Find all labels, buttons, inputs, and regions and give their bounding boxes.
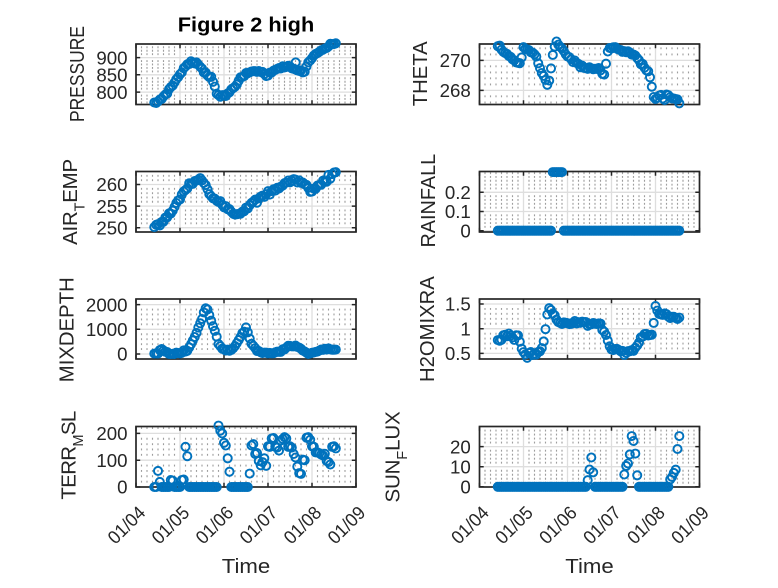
svg-text:0: 0 (460, 220, 470, 241)
svg-text:RAINFALL: RAINFALL (417, 154, 440, 248)
svg-text:268: 268 (440, 80, 471, 101)
svg-text:0: 0 (117, 344, 127, 365)
svg-text:0: 0 (117, 477, 127, 498)
svg-text:H2OMIXRA: H2OMIXRA (416, 276, 439, 382)
svg-text:800: 800 (96, 82, 127, 103)
svg-text:255: 255 (96, 196, 127, 217)
svg-text:0.5: 0.5 (445, 343, 471, 364)
svg-text:2000: 2000 (86, 294, 128, 315)
svg-text:MIXDEPTH: MIXDEPTH (56, 277, 79, 382)
svg-text:850: 850 (96, 65, 127, 86)
svg-text:1.5: 1.5 (445, 294, 471, 315)
svg-text:100: 100 (96, 450, 127, 471)
svg-text:THETA: THETA (409, 41, 432, 106)
svg-text:270: 270 (440, 50, 471, 71)
svg-text:PRESSURE: PRESSURE (66, 26, 89, 122)
svg-text:900: 900 (96, 47, 127, 68)
svg-text:250: 250 (96, 217, 127, 238)
svg-text:Time: Time (222, 555, 271, 578)
svg-text:10: 10 (450, 456, 471, 477)
svg-text:20: 20 (450, 436, 471, 457)
svg-text:260: 260 (96, 174, 127, 195)
svg-text:200: 200 (96, 423, 127, 444)
svg-text:0.1: 0.1 (445, 201, 471, 222)
svg-text:1: 1 (460, 318, 470, 339)
svg-text:Time: Time (565, 555, 614, 578)
svg-text:0: 0 (460, 477, 470, 498)
svg-text:0.2: 0.2 (445, 182, 471, 203)
svg-text:1000: 1000 (86, 319, 128, 340)
svg-text:Figure 2 high: Figure 2 high (178, 13, 315, 36)
